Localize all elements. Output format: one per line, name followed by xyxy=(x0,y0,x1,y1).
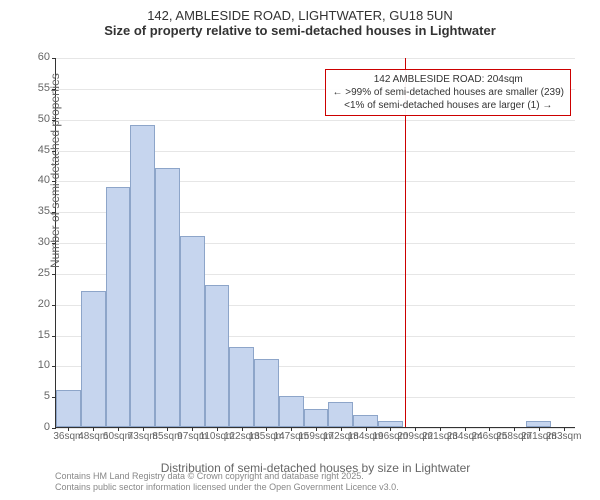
histogram-bar xyxy=(229,347,254,427)
annotation-line: 142 AMBLESIDE ROAD: 204sqm xyxy=(332,73,564,86)
ytick-label: 25 xyxy=(38,267,56,279)
attribution-line2: Contains public sector information licen… xyxy=(55,482,399,494)
histogram-bar xyxy=(353,415,378,427)
ytick-label: 50 xyxy=(38,113,56,125)
histogram-bar xyxy=(56,390,81,427)
ytick-label: 45 xyxy=(38,144,56,156)
histogram-bar xyxy=(304,409,329,428)
histogram-bar xyxy=(205,285,230,427)
ytick-label: 10 xyxy=(38,359,56,371)
ytick-label: 35 xyxy=(38,205,56,217)
ytick-label: 20 xyxy=(38,298,56,310)
histogram-bar xyxy=(155,168,180,427)
annotation-line: <1% of semi-detached houses are larger (… xyxy=(332,99,564,112)
ytick-label: 5 xyxy=(44,390,56,402)
annotation-box: 142 AMBLESIDE ROAD: 204sqm← >99% of semi… xyxy=(325,69,571,116)
attribution-text: Contains HM Land Registry data © Crown c… xyxy=(55,471,399,494)
plot-area: Number of semi-detached properties Distr… xyxy=(55,58,575,428)
histogram-bar xyxy=(81,291,106,427)
ytick-label: 30 xyxy=(38,236,56,248)
chart-container: 142, AMBLESIDE ROAD, LIGHTWATER, GU18 5U… xyxy=(0,8,600,488)
histogram-bar xyxy=(378,421,403,427)
histogram-bar xyxy=(328,402,353,427)
histogram-bar xyxy=(526,421,551,427)
histogram-bar xyxy=(106,187,131,428)
histogram-bar xyxy=(130,125,155,427)
chart-title-sub: Size of property relative to semi-detach… xyxy=(0,23,600,38)
histogram-bar xyxy=(180,236,205,427)
ytick-label: 55 xyxy=(38,82,56,94)
ytick-label: 15 xyxy=(38,329,56,341)
histogram-bar xyxy=(279,396,304,427)
attribution-line1: Contains HM Land Registry data © Crown c… xyxy=(55,471,399,483)
chart-title-main: 142, AMBLESIDE ROAD, LIGHTWATER, GU18 5U… xyxy=(0,8,600,23)
histogram-bar xyxy=(254,359,279,427)
gridline xyxy=(56,58,575,59)
xtick-label: 283sqm xyxy=(546,427,582,442)
ytick-label: 40 xyxy=(38,174,56,186)
ytick-label: 60 xyxy=(38,51,56,63)
annotation-line: ← >99% of semi-detached houses are small… xyxy=(332,86,564,99)
gridline xyxy=(56,120,575,121)
